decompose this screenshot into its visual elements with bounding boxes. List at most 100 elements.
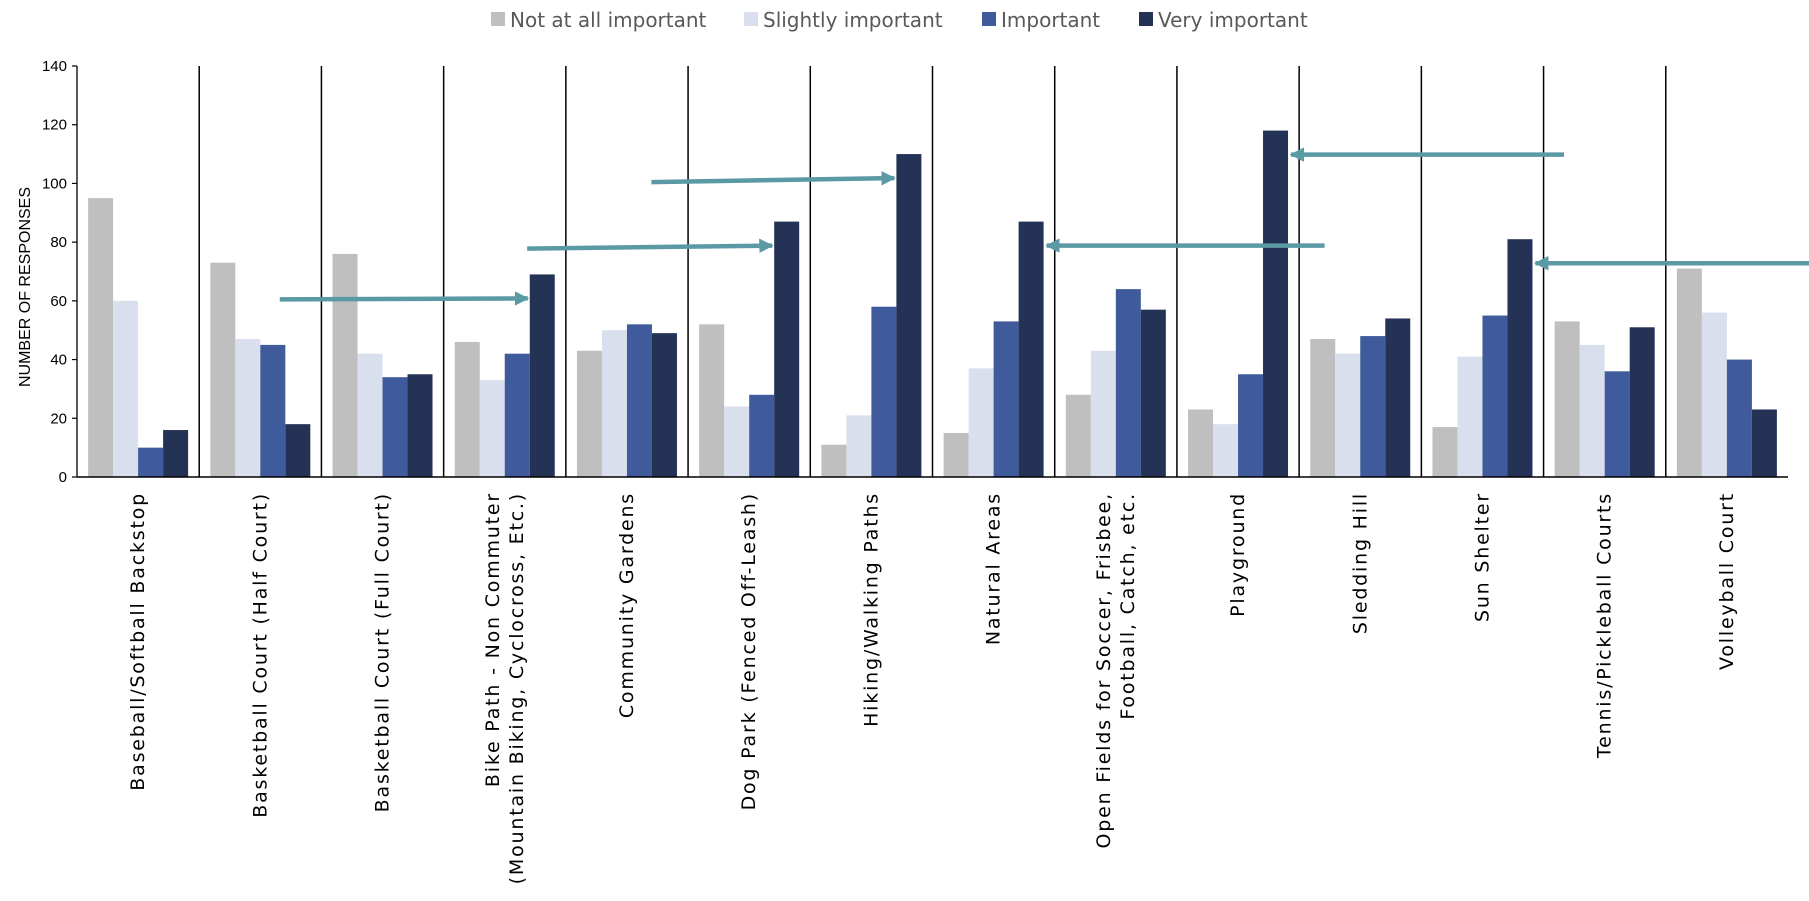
category-bar-group: [699, 221, 800, 477]
bar: [993, 321, 1019, 477]
legend-swatch: [1139, 12, 1153, 26]
y-tick-label: 40: [50, 352, 67, 369]
bar: [1065, 394, 1091, 477]
bar: [1335, 353, 1361, 477]
bar: [332, 253, 358, 477]
y-tick-label: 120: [42, 117, 67, 134]
category-bar-group: [1310, 318, 1411, 477]
bar: [285, 424, 311, 477]
bar: [1751, 409, 1777, 477]
bar: [1213, 424, 1239, 477]
y-tick-label: 140: [42, 58, 67, 75]
bar: [260, 344, 286, 477]
y-tick-label: 0: [59, 469, 67, 486]
bar: [163, 430, 189, 477]
y-tick-label: 60: [50, 293, 67, 310]
bar: [1629, 327, 1655, 477]
legend-item: Very important: [1139, 8, 1308, 32]
bar: [235, 339, 261, 477]
category-bar-group: [210, 262, 311, 477]
bar: [724, 406, 750, 477]
legend-label: Not at all important: [510, 8, 707, 32]
bar: [749, 394, 775, 477]
x-tick-label: Tennis/Pickleball Courts: [1594, 492, 1616, 759]
x-tick-label-line: Football, Catch, etc.: [1117, 492, 1139, 720]
x-tick-label-line: Basketball Court (Full Court): [372, 492, 394, 812]
y-axis: NUMBER OF RESPONSES 0 20 40 60 80 100 120 140: [17, 58, 78, 486]
category-bar-group: [88, 198, 189, 477]
annotation-arrow: [279, 291, 530, 306]
bar: [1554, 321, 1580, 477]
x-tick-label-line: Community Gardens: [616, 492, 638, 718]
bar: [1507, 239, 1533, 477]
category-bar-group: [1554, 321, 1655, 477]
bar: [896, 154, 922, 478]
bar: [210, 262, 236, 477]
bar: [1140, 309, 1166, 477]
x-tick-label: Basketball Court (Half Court): [249, 492, 271, 818]
legend: Not at all important Slightly important Im…: [491, 8, 1308, 32]
x-tick-label: Playground: [1227, 492, 1249, 617]
bar: [821, 444, 847, 477]
bar: [1310, 339, 1336, 477]
bar: [1579, 344, 1605, 477]
bar: [1360, 336, 1386, 477]
bar: [943, 432, 969, 477]
legend-label: Slightly important: [763, 8, 943, 32]
bar: [601, 330, 627, 477]
bar: [699, 324, 725, 477]
x-tick-label: Baseball/Softball Backstop: [127, 492, 149, 791]
bar: [1263, 130, 1289, 478]
bar: [774, 221, 800, 477]
legend-swatch: [744, 12, 758, 26]
bar: [88, 198, 114, 477]
annotation-arrow: [651, 171, 896, 186]
bar: [479, 380, 505, 477]
category-bar-group: [943, 221, 1044, 477]
x-tick-labels: Baseball/Softball Backstop Basketball Cou…: [127, 492, 1738, 884]
bar: [626, 324, 652, 477]
bar: [1090, 350, 1116, 477]
bar: [357, 353, 383, 477]
category-bar-group: [576, 324, 677, 477]
bar: [1188, 409, 1214, 477]
legend-label: Important: [1001, 8, 1100, 32]
x-tick-label: Dog Park (Fenced Off-Leash): [738, 492, 760, 810]
category-bar-group: [1065, 289, 1166, 477]
x-tick-label-line: Sledding Hill: [1349, 492, 1371, 634]
legend-item: Slightly important: [744, 8, 943, 32]
category-bar-group: [821, 154, 922, 478]
bar: [1018, 221, 1044, 477]
category-bar-group: [454, 274, 555, 477]
x-tick-label-line: Volleyball Court: [1716, 492, 1738, 670]
bar: [138, 447, 164, 477]
bar: [651, 333, 677, 477]
x-tick-label-line: Hiking/Walking Paths: [860, 492, 882, 727]
category-bar-group: [332, 253, 433, 477]
y-axis-label: NUMBER OF RESPONSES: [17, 187, 34, 387]
y-tick-label: 20: [50, 410, 67, 427]
bar: [1115, 289, 1141, 477]
legend-swatch: [982, 12, 996, 26]
x-tick-label-line: Playground: [1227, 492, 1249, 617]
x-tick-label-line: Tennis/Pickleball Courts: [1594, 492, 1616, 759]
bar: [871, 306, 897, 477]
bar: [382, 377, 408, 477]
bar: [529, 274, 555, 477]
x-tick-label: Bike Path - Non Commuter (Mountain Biking…: [482, 492, 528, 884]
x-tick-label-line: Basketball Court (Half Court): [249, 492, 271, 818]
annotation-arrow: [527, 238, 774, 253]
bar: [113, 300, 139, 477]
bar: [1676, 268, 1702, 477]
category-bar-group: [1188, 130, 1289, 478]
x-tick-label: Community Gardens: [616, 492, 638, 718]
x-tick-label: Basketball Court (Full Court): [372, 492, 394, 812]
x-tick-label-line: (Mountain Biking, Cyclocross, Etc.): [506, 492, 528, 884]
bar: [454, 341, 480, 477]
bar: [1385, 318, 1411, 477]
legend-item: Not at all important: [491, 8, 707, 32]
x-tick-label-line: Dog Park (Fenced Off-Leash): [738, 492, 760, 810]
bars: [88, 130, 1777, 478]
bar: [1457, 356, 1483, 477]
